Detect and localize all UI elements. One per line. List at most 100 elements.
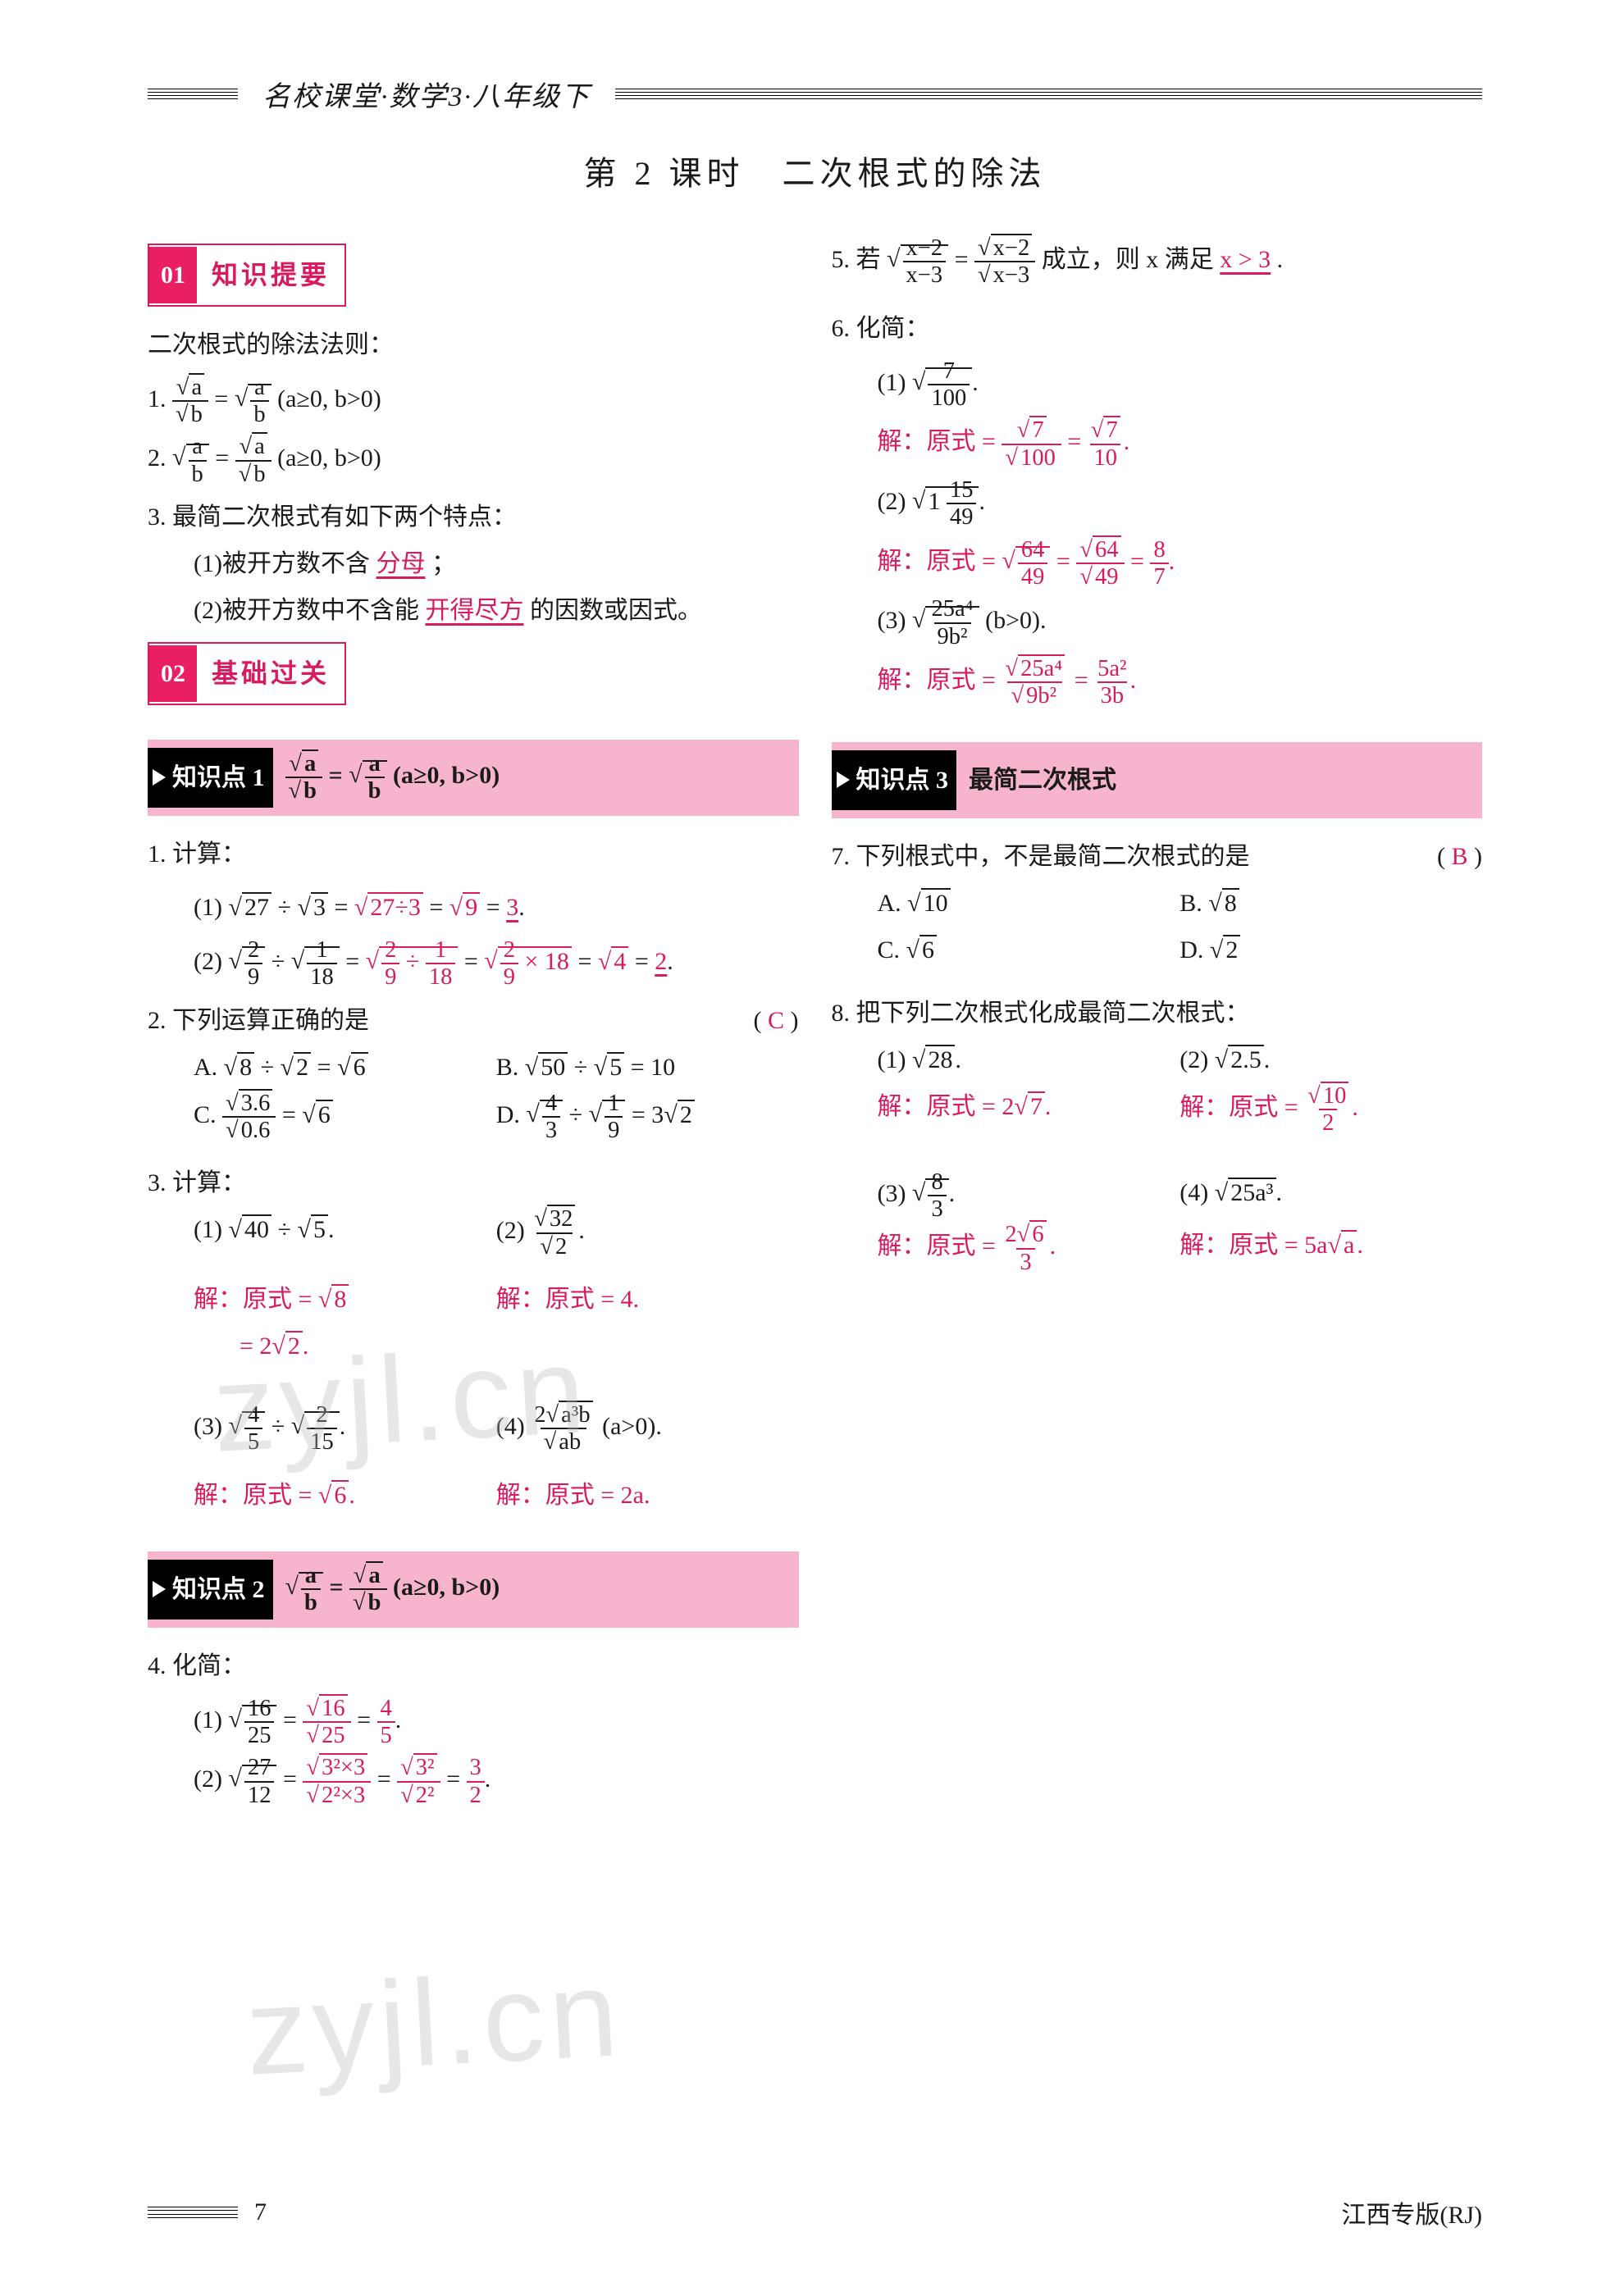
- q3-4-stem: (4) 2a³bab (a>0).: [496, 1402, 799, 1456]
- q8-1-stem: (1) 28.: [878, 1036, 1180, 1083]
- page-footer: 7 江西专版(RJ): [148, 2194, 1482, 2230]
- q3-2-sol: 解：原式 = 4.: [496, 1276, 799, 1369]
- content-columns: 01 知识提要 二次根式的除法法则： 1. ab = ab (a≥0, b>0)…: [148, 235, 1482, 1815]
- q7-answer: B: [1451, 843, 1467, 870]
- knowledge-bar-2: 知识点 2 ab = ab (a≥0, b>0): [148, 1551, 799, 1628]
- q7-row1: A. 10 B. 8: [832, 880, 1483, 927]
- q3-row1-sol: 解：原式 = 8 = 22. 解：原式 = 4.: [148, 1276, 799, 1369]
- q3-1-sol-l2: = 22.: [194, 1323, 496, 1369]
- q3-1-stem: (1) 40 ÷ 5.: [194, 1206, 496, 1260]
- section-01-num: 01: [149, 247, 197, 303]
- q8-row2-sol: 解：原式 = 263. 解：原式 = 5aa.: [832, 1222, 1483, 1275]
- q8-4-sol: 解：原式 = 5aa.: [1179, 1222, 1482, 1275]
- q8-2-stem: (2) 2.5.: [1179, 1036, 1482, 1083]
- watermark-2: zyjl.cn: [243, 1942, 626, 2103]
- q6-2-stem: (2) 1 1549.: [832, 477, 1483, 531]
- section-02-tag: 02 基础过关: [148, 642, 346, 705]
- q7-head-text: 7. 下列根式中，不是最简二次根式的是: [832, 843, 1250, 870]
- rule-intro: 二次根式的除法法则：: [148, 321, 799, 368]
- q7-B: B. 8: [1179, 880, 1482, 927]
- rule-3-2-answer: 开得尽方: [425, 597, 523, 624]
- rule-3-2: (2)被开方数中不含能 开得尽方 的因数或因式。: [148, 587, 799, 634]
- q8-head: 8. 把下列二次根式化成最简二次根式：: [832, 990, 1483, 1036]
- section-01-tag: 01 知识提要: [148, 244, 346, 307]
- edition-label: 江西专版(RJ): [1341, 2194, 1482, 2230]
- q5-pre: 5. 若: [832, 246, 881, 273]
- q3-head: 3. 计算：: [148, 1159, 799, 1206]
- section-02-label: 基础过关: [197, 644, 344, 704]
- q5: 5. 若 x−2x−3 = x−2x−3 成立，则 x 满足 x > 3 .: [832, 235, 1483, 289]
- kb3-title: 最简二次根式: [969, 757, 1116, 804]
- q4-1: (1) 1625 = 1625 = 45.: [148, 1696, 799, 1749]
- q4-2: (2) 2712 = 3²×32²×3 = 3²2² = 32.: [148, 1755, 799, 1808]
- rule-3-2-pre: (2)被开方数中不含能: [194, 597, 419, 624]
- kb1-label: 知识点 1: [172, 754, 265, 801]
- q3-1-sol-l1: 解：原式 = 8: [194, 1276, 496, 1323]
- knowledge-bar-3: 知识点 3 最简二次根式: [832, 742, 1483, 818]
- section-01-label: 知识提要: [197, 245, 344, 305]
- q3-2-stem: (2) 322.: [496, 1206, 799, 1260]
- q3-row1: (1) 40 ÷ 5. (2) 322.: [148, 1206, 799, 1260]
- kb1-formula: ab = ab (a≥0, b>0): [285, 751, 500, 804]
- q1-head: 1. 计算：: [148, 831, 799, 877]
- q2-C: C. 3.60.6 = 6: [194, 1091, 496, 1144]
- rule-3-1-pre: (1)被开方数不含: [194, 550, 370, 577]
- section-02-num: 02: [149, 645, 197, 702]
- knowledge-bar-1: 知识点 1 ab = ab (a≥0, b>0): [148, 740, 799, 816]
- q8-row1-sol: 解：原式 = 27. 解：原式 = 102.: [832, 1083, 1483, 1137]
- right-column: 5. 若 x−2x−3 = x−2x−3 成立，则 x 满足 x > 3 . 6…: [832, 235, 1483, 1815]
- q6-3-stem: (3) 25a⁴9b² (b>0).: [832, 596, 1483, 649]
- header-rule-left: [148, 89, 238, 100]
- q2-head: 2. 下列运算正确的是 ( C ): [148, 997, 799, 1044]
- q2-D: D. 43 ÷ 19 = 32: [496, 1091, 799, 1144]
- q8-4-stem: (4) 25a³.: [1179, 1169, 1482, 1223]
- q2-B: B. 50 ÷ 5 = 10: [496, 1044, 799, 1091]
- q8-1-sol: 解：原式 = 27.: [878, 1083, 1180, 1137]
- q2-answer: C: [768, 1007, 784, 1034]
- q5-post1: 成立，则 x 满足: [1042, 246, 1214, 273]
- q5-post2: .: [1277, 246, 1284, 273]
- triangle-icon: [837, 772, 850, 788]
- kb2-label: 知识点 2: [172, 1566, 265, 1613]
- triangle-icon: [153, 1581, 166, 1597]
- kb2-formula: ab = ab (a≥0, b>0): [285, 1563, 500, 1616]
- page-header: 名校课堂·数学3·八年级下: [148, 74, 1482, 114]
- q3-3-sol: 解：原式 = 6.: [194, 1472, 496, 1519]
- q6-3-sol: 解：原式 = 25a⁴9b² = 5a²3b.: [832, 656, 1483, 709]
- q3-row2: (3) 45 ÷ 215. (4) 2a³bab (a>0).: [148, 1402, 799, 1456]
- q6-1-sol: 解：原式 = 7100 = 710.: [832, 417, 1483, 471]
- left-column: 01 知识提要 二次根式的除法法则： 1. ab = ab (a≥0, b>0)…: [148, 235, 799, 1815]
- triangle-icon: [153, 769, 166, 786]
- q1-1: (1) 27 ÷ 3 = 27÷3 = 9 = 3.: [148, 884, 799, 931]
- rule-2: 2. ab = ab (a≥0, b>0): [148, 434, 799, 487]
- q7-D: D. 2: [1179, 927, 1482, 973]
- rule-3-1-answer: 分母: [376, 550, 425, 577]
- q6-head: 6. 化简：: [832, 305, 1483, 352]
- q5-answer: x > 3: [1220, 246, 1271, 273]
- q8-row2: (3) 83. (4) 25a³.: [832, 1169, 1483, 1223]
- rule-3-1-post: ；: [431, 550, 456, 577]
- q2-row2: C. 3.60.6 = 6 D. 43 ÷ 19 = 32: [148, 1091, 799, 1144]
- header-rule-right: [615, 89, 1482, 100]
- q3-row2-sol: 解：原式 = 6. 解：原式 = 2a.: [148, 1472, 799, 1519]
- q6-2-sol: 解：原式 = 6449 = 6449 = 87.: [832, 537, 1483, 590]
- book-title: 名校课堂·数学3·八年级下: [262, 74, 591, 114]
- q2-A: A. 8 ÷ 2 = 6: [194, 1044, 496, 1091]
- q8-3-stem: (3) 83.: [878, 1169, 1180, 1223]
- rule-3-1: (1)被开方数不含 分母 ；: [148, 540, 799, 587]
- q7-A: A. 10: [878, 880, 1180, 927]
- q2-row1: A. 8 ÷ 2 = 6 B. 50 ÷ 5 = 10: [148, 1044, 799, 1091]
- q7-C: C. 6: [878, 927, 1180, 973]
- lesson-title: 第 2 课时 二次根式的除法: [148, 147, 1482, 194]
- rule-3-2-post: 的因数或因式。: [530, 597, 702, 624]
- rule-1: 1. ab = ab (a≥0, b>0): [148, 375, 799, 428]
- q2-head-text: 2. 下列运算正确的是: [148, 1007, 369, 1034]
- page-number: 7: [254, 2198, 267, 2226]
- kb3-label: 知识点 3: [856, 757, 949, 804]
- q1-2: (2) 29 ÷ 118 = 29 ÷ 118 = 29 × 18 = 4 = …: [148, 937, 799, 991]
- q8-row1: (1) 28. (2) 2.5.: [832, 1036, 1483, 1083]
- q4-head: 4. 化简：: [148, 1642, 799, 1689]
- q6-1-stem: (1) 7100.: [832, 358, 1483, 412]
- q3-4-sol: 解：原式 = 2a.: [496, 1472, 799, 1519]
- footer-rule: [148, 2207, 238, 2218]
